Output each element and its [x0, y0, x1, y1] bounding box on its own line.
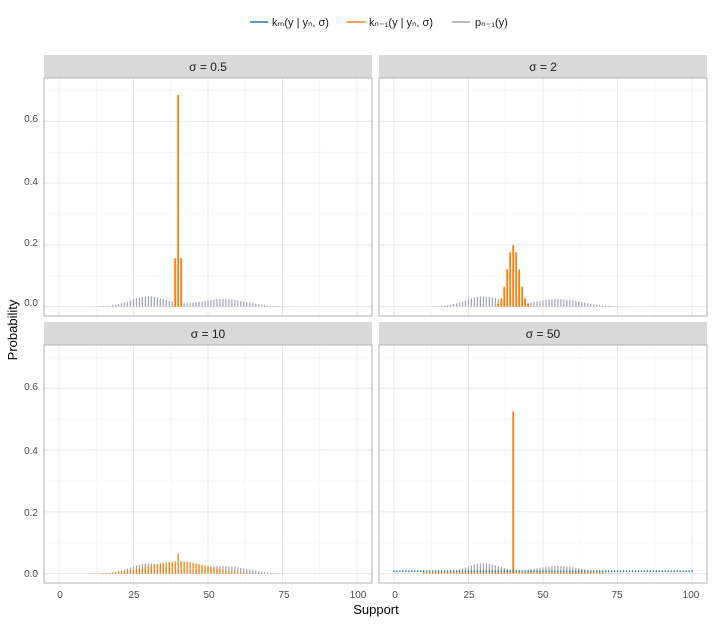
legend-item-prior: pₙ₋₁(y) [452, 17, 508, 29]
panel-sigma-50 [378, 344, 708, 584]
y-tick-label: 0.6 [24, 382, 38, 393]
y-tick-label: 0.4 [24, 446, 38, 457]
legend: kₘ(y | yₙ, σ) kₙ₋₁(y | yₙ, σ) pₙ₋₁(y) [250, 17, 508, 29]
y-tick-label: 0.0 [24, 569, 38, 580]
x-tick-label: 25 [463, 590, 475, 601]
legend-item-kn: kₙ₋₁(y | yₙ, σ) [347, 17, 433, 29]
panel-sigma-2 [378, 77, 708, 317]
strip-panel-2: σ = 2 [379, 55, 707, 78]
strip-background [379, 55, 707, 78]
panel-sigma-10 [43, 344, 373, 584]
strip-panel-1: σ = 0.5 [44, 55, 372, 78]
x-tick-label: 50 [203, 590, 215, 601]
y-tick-label: 0.2 [24, 238, 38, 249]
x-tick-label: 100 [350, 590, 367, 601]
y-tick-label: 0.0 [24, 298, 38, 309]
legend-label-kn: kₙ₋₁(y | yₙ, σ) [369, 17, 433, 29]
strip-panel-3: σ = 10 [44, 322, 372, 345]
strip-background [44, 55, 372, 78]
y-tick-label: 0.6 [24, 114, 38, 125]
panel-border [43, 344, 373, 584]
strip-label: σ = 50 [526, 327, 561, 341]
x-tick-label: 75 [278, 590, 290, 601]
x-tick-label: 50 [537, 590, 549, 601]
x-tick-label: 75 [611, 590, 623, 601]
y-axis-title: Probability [5, 299, 20, 360]
strip-label: σ = 0.5 [189, 60, 227, 74]
y-tick-label: 0.2 [24, 508, 38, 519]
panel-border [378, 77, 708, 317]
panel-border [43, 77, 373, 317]
strip-label: σ = 10 [191, 327, 226, 341]
panel-sigma-0.5 [43, 77, 373, 317]
strip-panel-4: σ = 50 [379, 322, 707, 345]
x-tick-label: 0 [392, 590, 398, 601]
y-axis-top: 0.0 0.2 0.4 0.6 [24, 114, 38, 309]
x-tick-label: 100 [683, 590, 700, 601]
panel-border [378, 344, 708, 584]
strip-background [44, 322, 372, 345]
y-tick-label: 0.4 [24, 177, 38, 188]
x-axis-left: 0 25 50 75 100 [57, 590, 367, 601]
y-axis-bottom: 0.0 0.2 0.4 0.6 [24, 382, 38, 580]
strip-background [379, 322, 707, 345]
strip-label: σ = 2 [529, 60, 557, 74]
legend-label-prior: pₙ₋₁(y) [475, 17, 508, 29]
legend-label-km: kₘ(y | yₙ, σ) [272, 17, 329, 29]
x-tick-label: 25 [128, 590, 140, 601]
legend-item-km: kₘ(y | yₙ, σ) [250, 17, 329, 29]
x-axis-right: 0 25 50 75 100 [392, 590, 700, 601]
x-tick-label: 0 [57, 590, 63, 601]
x-axis-title: Support [353, 602, 399, 617]
